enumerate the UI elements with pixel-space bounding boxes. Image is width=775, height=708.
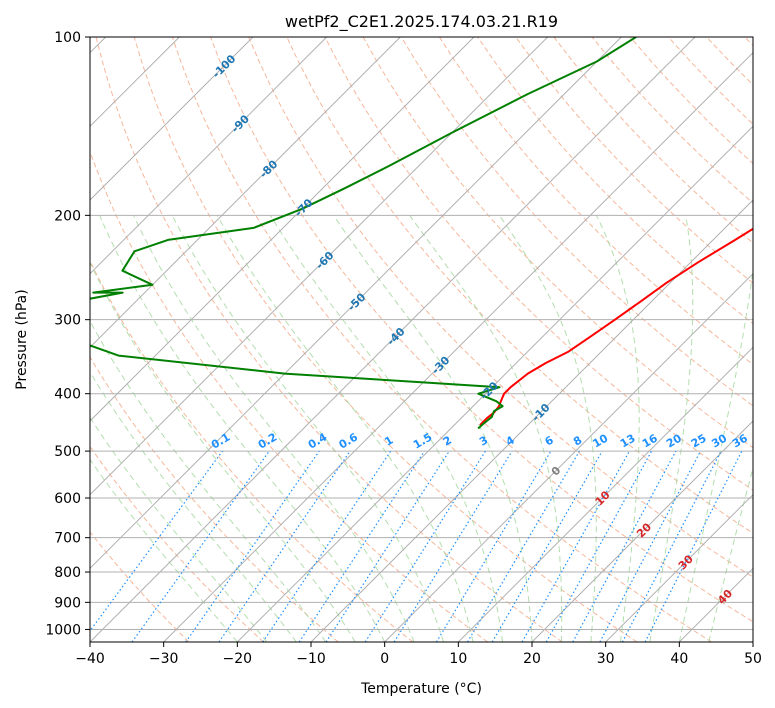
x-tick-label: 50 <box>744 651 762 667</box>
isotherm-line <box>236 125 753 642</box>
mixing-ratio-line <box>572 450 677 642</box>
isotherm-line <box>457 346 753 642</box>
moist-adiabat-line <box>90 320 327 642</box>
y-tick-label: 900 <box>54 595 81 611</box>
dry-adiabat-line <box>248 37 753 578</box>
isotherm-line <box>310 199 753 642</box>
mixing-ratio-line <box>466 450 580 642</box>
isotherm-line <box>90 37 328 275</box>
mixing-ratio-line <box>393 450 513 642</box>
mixing-ratio-line <box>218 450 351 642</box>
mixing-ratio-line <box>364 450 486 642</box>
moist-adiabat-line <box>409 215 563 642</box>
x-tick-label: 0 <box>380 651 389 667</box>
isotherm-line <box>384 272 753 642</box>
isotherm-line <box>90 37 475 422</box>
dry-adiabat-line <box>95 37 563 642</box>
moist-adiabat-line <box>333 215 533 642</box>
dewpoint-profile <box>90 37 637 430</box>
isotherm-line <box>90 37 401 349</box>
dry-adiabat-line <box>171 37 712 642</box>
moist-adiabat-line <box>595 215 640 642</box>
temperature-profile <box>479 227 753 426</box>
isotherm-line <box>90 37 696 642</box>
y-tick-label: 800 <box>54 565 81 581</box>
y-tick-label: 1000 <box>45 622 81 638</box>
y-tick-label: 200 <box>54 208 81 224</box>
dry-adiabat-line <box>90 150 488 642</box>
moist-adiabat-line <box>216 215 474 642</box>
moist-adiabat-line <box>90 261 356 642</box>
series-layer <box>90 37 753 430</box>
y-tick-label: 500 <box>54 444 81 460</box>
isotherm-line <box>163 51 753 642</box>
dry-adiabat-line <box>90 531 190 642</box>
dry-adiabat-line <box>438 37 753 366</box>
mixing-ratio-line <box>491 450 603 642</box>
y-tick-label: 300 <box>54 313 81 329</box>
dry-adiabat-line <box>90 445 264 642</box>
moist-adiabat-line <box>90 416 268 642</box>
moist-adiabat-line <box>649 215 694 642</box>
x-tick-label: −40 <box>75 651 105 667</box>
moist-adiabat-line <box>90 370 297 642</box>
y-tick-label: 600 <box>54 491 81 507</box>
mixing-ratio-line <box>325 450 450 642</box>
x-tick-label: −10 <box>296 651 326 667</box>
moist-adiabat-line <box>133 215 415 642</box>
x-tick-label: −20 <box>223 651 253 667</box>
x-tick-label: 30 <box>597 651 615 667</box>
moist-adiabat-line <box>99 215 386 642</box>
x-tick-label: −30 <box>149 651 179 667</box>
mixing-ratio-line <box>521 450 631 642</box>
y-tick-label: 100 <box>54 30 81 46</box>
dry-adiabat-line <box>210 37 753 623</box>
isotherm-line <box>531 420 753 642</box>
moist-adiabat-line <box>678 266 753 642</box>
x-tick-label: 10 <box>449 651 467 667</box>
x-axis: −40 −30 −20 −10 0 10 20 30 40 50 <box>75 642 762 667</box>
y-axis-label: Pressure (hPa) <box>14 289 30 389</box>
mixing-ratio-line <box>185 450 320 642</box>
x-axis-label: Temperature (°C) <box>360 681 482 697</box>
y-axis: 100 200 300 400 500 600 700 800 900 1000 <box>45 30 90 638</box>
y-tick-label: 700 <box>54 531 81 547</box>
isotherm-line <box>605 493 753 642</box>
isotherm-line <box>90 37 549 496</box>
chart-title: wetPf2_C2E1.2025.174.03.21.R19 <box>285 12 558 32</box>
dry-adiabat-line <box>400 37 753 407</box>
moist-adiabat-line <box>90 458 238 642</box>
y-tick-label: 400 <box>54 387 81 403</box>
isotherm-line <box>90 37 622 570</box>
moist-adiabat-line <box>269 215 503 642</box>
mixing-ratio-line <box>435 450 552 642</box>
isotherm-line <box>90 37 254 201</box>
plot-frame <box>89 36 754 643</box>
dry-adiabat-line <box>133 37 638 642</box>
dry-adiabat-line <box>90 356 339 642</box>
moist-adiabat-line <box>498 215 597 642</box>
background-lines <box>90 37 753 642</box>
x-tick-label: 20 <box>523 651 541 667</box>
moist-adiabat-line <box>171 215 445 642</box>
mixing-ratio-line <box>545 450 653 642</box>
dry-adiabat-line <box>515 37 753 284</box>
x-tick-label: 40 <box>670 651 688 667</box>
